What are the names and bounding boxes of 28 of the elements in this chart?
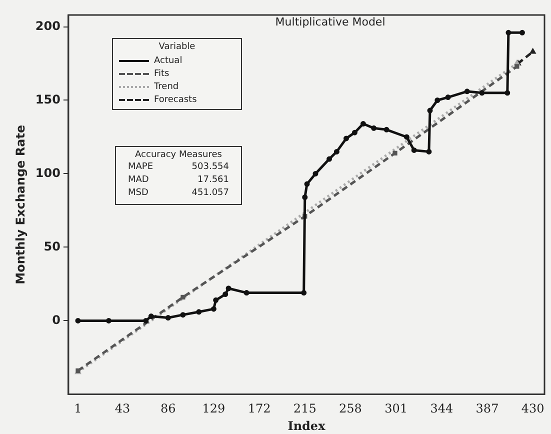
x-tick-label: 215 xyxy=(293,402,316,416)
text: MSD 451.057 xyxy=(128,188,229,198)
x-tick-label: 129 xyxy=(202,402,226,416)
y-tick-label: 100 xyxy=(35,166,60,180)
y-tick-label: 200 xyxy=(35,18,60,33)
legend-label: Fits xyxy=(154,68,170,78)
text: MAPE 503.554 xyxy=(128,162,229,172)
x-axis-title: Index xyxy=(288,418,326,433)
y-tick-label: 50 xyxy=(44,239,60,254)
x-tick-label: 430 xyxy=(521,402,544,416)
x-tick-label: 387 xyxy=(476,402,499,416)
x-tick-label: 301 xyxy=(384,402,408,416)
legend-label: Forecasts xyxy=(154,94,197,104)
x-tick-label: 258 xyxy=(339,402,362,416)
x-tick-label: 1 xyxy=(74,402,82,416)
y-tick-label: 150 xyxy=(35,92,60,106)
x-tick-label: 344 xyxy=(430,402,454,416)
legend-label: Trend xyxy=(154,82,179,92)
x-tick-label: 172 xyxy=(248,402,271,416)
legend-title: Variable xyxy=(158,42,196,52)
y-axis-title: Monthly Exchange Rate xyxy=(13,124,28,284)
annotation: Accuracy Measures xyxy=(134,150,223,160)
x-tick-label: 86 xyxy=(160,402,176,416)
x-tick-label: 43 xyxy=(114,402,130,416)
text: MAD 17.561 xyxy=(128,175,229,185)
y-tick-label: 0 xyxy=(52,312,60,327)
legend-label: Actual xyxy=(154,56,182,66)
chart-title: Multiplicative Model xyxy=(275,15,386,28)
